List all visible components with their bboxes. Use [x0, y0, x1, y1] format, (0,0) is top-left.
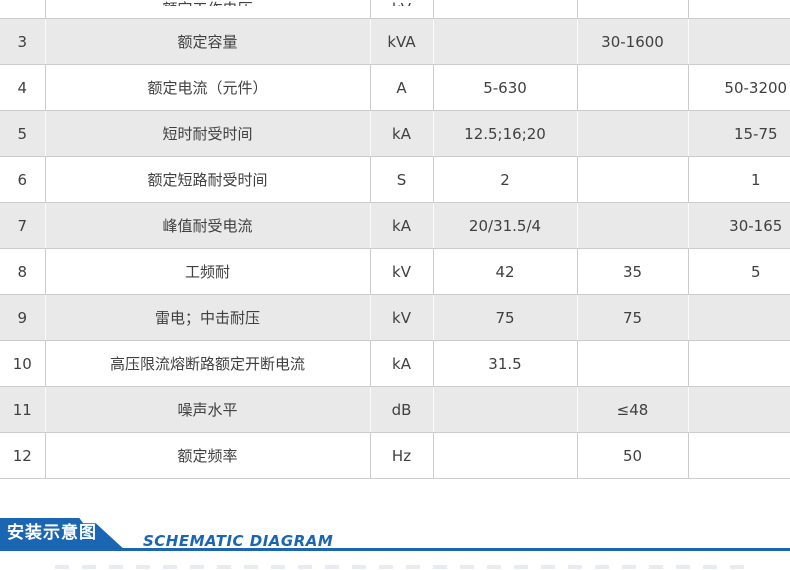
unit-cell: kVA: [369, 18, 434, 65]
value-cell-3: 30-165: [687, 202, 790, 249]
value-cell-1: [432, 0, 578, 19]
value-cell-3: [687, 432, 790, 479]
value-cell-3: 15-75: [687, 110, 790, 157]
row-number-cell: 3: [0, 18, 46, 65]
unit-cell: dB: [369, 386, 434, 433]
value-cell-1: [432, 432, 578, 479]
param-name-cell: 额定容量: [44, 18, 371, 65]
param-name-cell: 额定电流（元件）: [44, 64, 371, 111]
value-cell-3: [687, 294, 790, 341]
value-cell-3: [687, 0, 790, 19]
value-cell-3: 5: [687, 248, 790, 295]
param-name-cell: 峰值耐受电流: [44, 202, 371, 249]
unit-cell: Hz: [369, 432, 434, 479]
value-cell-2: [576, 0, 689, 19]
row-number-cell: 5: [0, 110, 46, 157]
next-image-top-edge: [55, 565, 745, 569]
value-cell-3: [687, 340, 790, 387]
table-row: 7 峰值耐受电流 kA 20/31.5/4 30-165: [0, 202, 790, 249]
row-number-cell: 7: [0, 202, 46, 249]
value-cell-1: 20/31.5/4: [432, 202, 578, 249]
spec-table-body: 额定工作电压 kV 3 额定容量 kVA 30-1600 4 额定电流（元件） …: [0, 0, 790, 479]
table-row: 11 噪声水平 dB ≤48: [0, 386, 790, 433]
table-row: 12 额定频率 Hz 50: [0, 432, 790, 479]
value-cell-2: [576, 156, 689, 203]
value-cell-3: [687, 386, 790, 433]
value-cell-2: [576, 340, 689, 387]
table-row: 10 高压限流熔断路额定开断电流 kA 31.5: [0, 340, 790, 387]
value-cell-3: 50-3200: [687, 64, 790, 111]
table-row: 6 额定短路耐受时间 S 2 1: [0, 156, 790, 203]
row-number-cell: 9: [0, 294, 46, 341]
unit-cell: kA: [369, 110, 434, 157]
unit-cell: kV: [369, 248, 434, 295]
param-name-cell: 额定短路耐受时间: [44, 156, 371, 203]
value-cell-1: [432, 18, 578, 65]
unit-cell: S: [369, 156, 434, 203]
param-name-cell: 额定工作电压: [44, 0, 371, 19]
value-cell-2: [576, 64, 689, 111]
unit-cell: kA: [369, 340, 434, 387]
section-title-tag: 安装示意图: [0, 518, 126, 551]
value-cell-2: 75: [576, 294, 689, 341]
row-number-cell: 11: [0, 386, 46, 433]
value-cell-1: 12.5;16;20: [432, 110, 578, 157]
value-cell-1: 31.5: [432, 340, 578, 387]
table-row: 3 额定容量 kVA 30-1600: [0, 18, 790, 65]
spec-table-container: 额定工作电压 kV 3 额定容量 kVA 30-1600 4 额定电流（元件） …: [0, 0, 790, 479]
row-number-cell: 8: [0, 248, 46, 295]
table-row: 9 雷电；中击耐压 kV 75 75: [0, 294, 790, 341]
row-number-cell: [0, 0, 46, 19]
value-cell-2: [576, 202, 689, 249]
row-number-cell: 4: [0, 64, 46, 111]
value-cell-2: 35: [576, 248, 689, 295]
value-cell-1: 2: [432, 156, 578, 203]
row-number-cell: 10: [0, 340, 46, 387]
table-row: 4 额定电流（元件） A 5-630 50-3200: [0, 64, 790, 111]
table-row: 8 工频耐 kV 42 35 5: [0, 248, 790, 295]
value-cell-2: ≤48: [576, 386, 689, 433]
param-name-cell: 工频耐: [44, 248, 371, 295]
value-cell-2: [576, 110, 689, 157]
section-title-en: SCHEMATIC DIAGRAM: [143, 532, 334, 550]
unit-cell: kV: [369, 0, 434, 19]
unit-cell: A: [369, 64, 434, 111]
spec-table: 额定工作电压 kV 3 额定容量 kVA 30-1600 4 额定电流（元件） …: [0, 0, 790, 479]
param-name-cell: 雷电；中击耐压: [44, 294, 371, 341]
value-cell-1: 42: [432, 248, 578, 295]
value-cell-1: 75: [432, 294, 578, 341]
value-cell-2: 50: [576, 432, 689, 479]
section-divider-line: [0, 548, 790, 551]
param-name-cell: 噪声水平: [44, 386, 371, 433]
param-name-cell: 高压限流熔断路额定开断电流: [44, 340, 371, 387]
unit-cell: kV: [369, 294, 434, 341]
table-row: 额定工作电压 kV: [0, 0, 790, 19]
unit-cell: kA: [369, 202, 434, 249]
row-number-cell: 6: [0, 156, 46, 203]
param-name-cell: 短时耐受时间: [44, 110, 371, 157]
value-cell-1: [432, 386, 578, 433]
value-cell-1: 5-630: [432, 64, 578, 111]
param-name-cell: 额定频率: [44, 432, 371, 479]
row-number-cell: 12: [0, 432, 46, 479]
section-title-cn: 安装示意图: [7, 523, 97, 543]
value-cell-3: 1: [687, 156, 790, 203]
value-cell-3: [687, 18, 790, 65]
table-row: 5 短时耐受时间 kA 12.5;16;20 15-75: [0, 110, 790, 157]
value-cell-2: 30-1600: [576, 18, 689, 65]
